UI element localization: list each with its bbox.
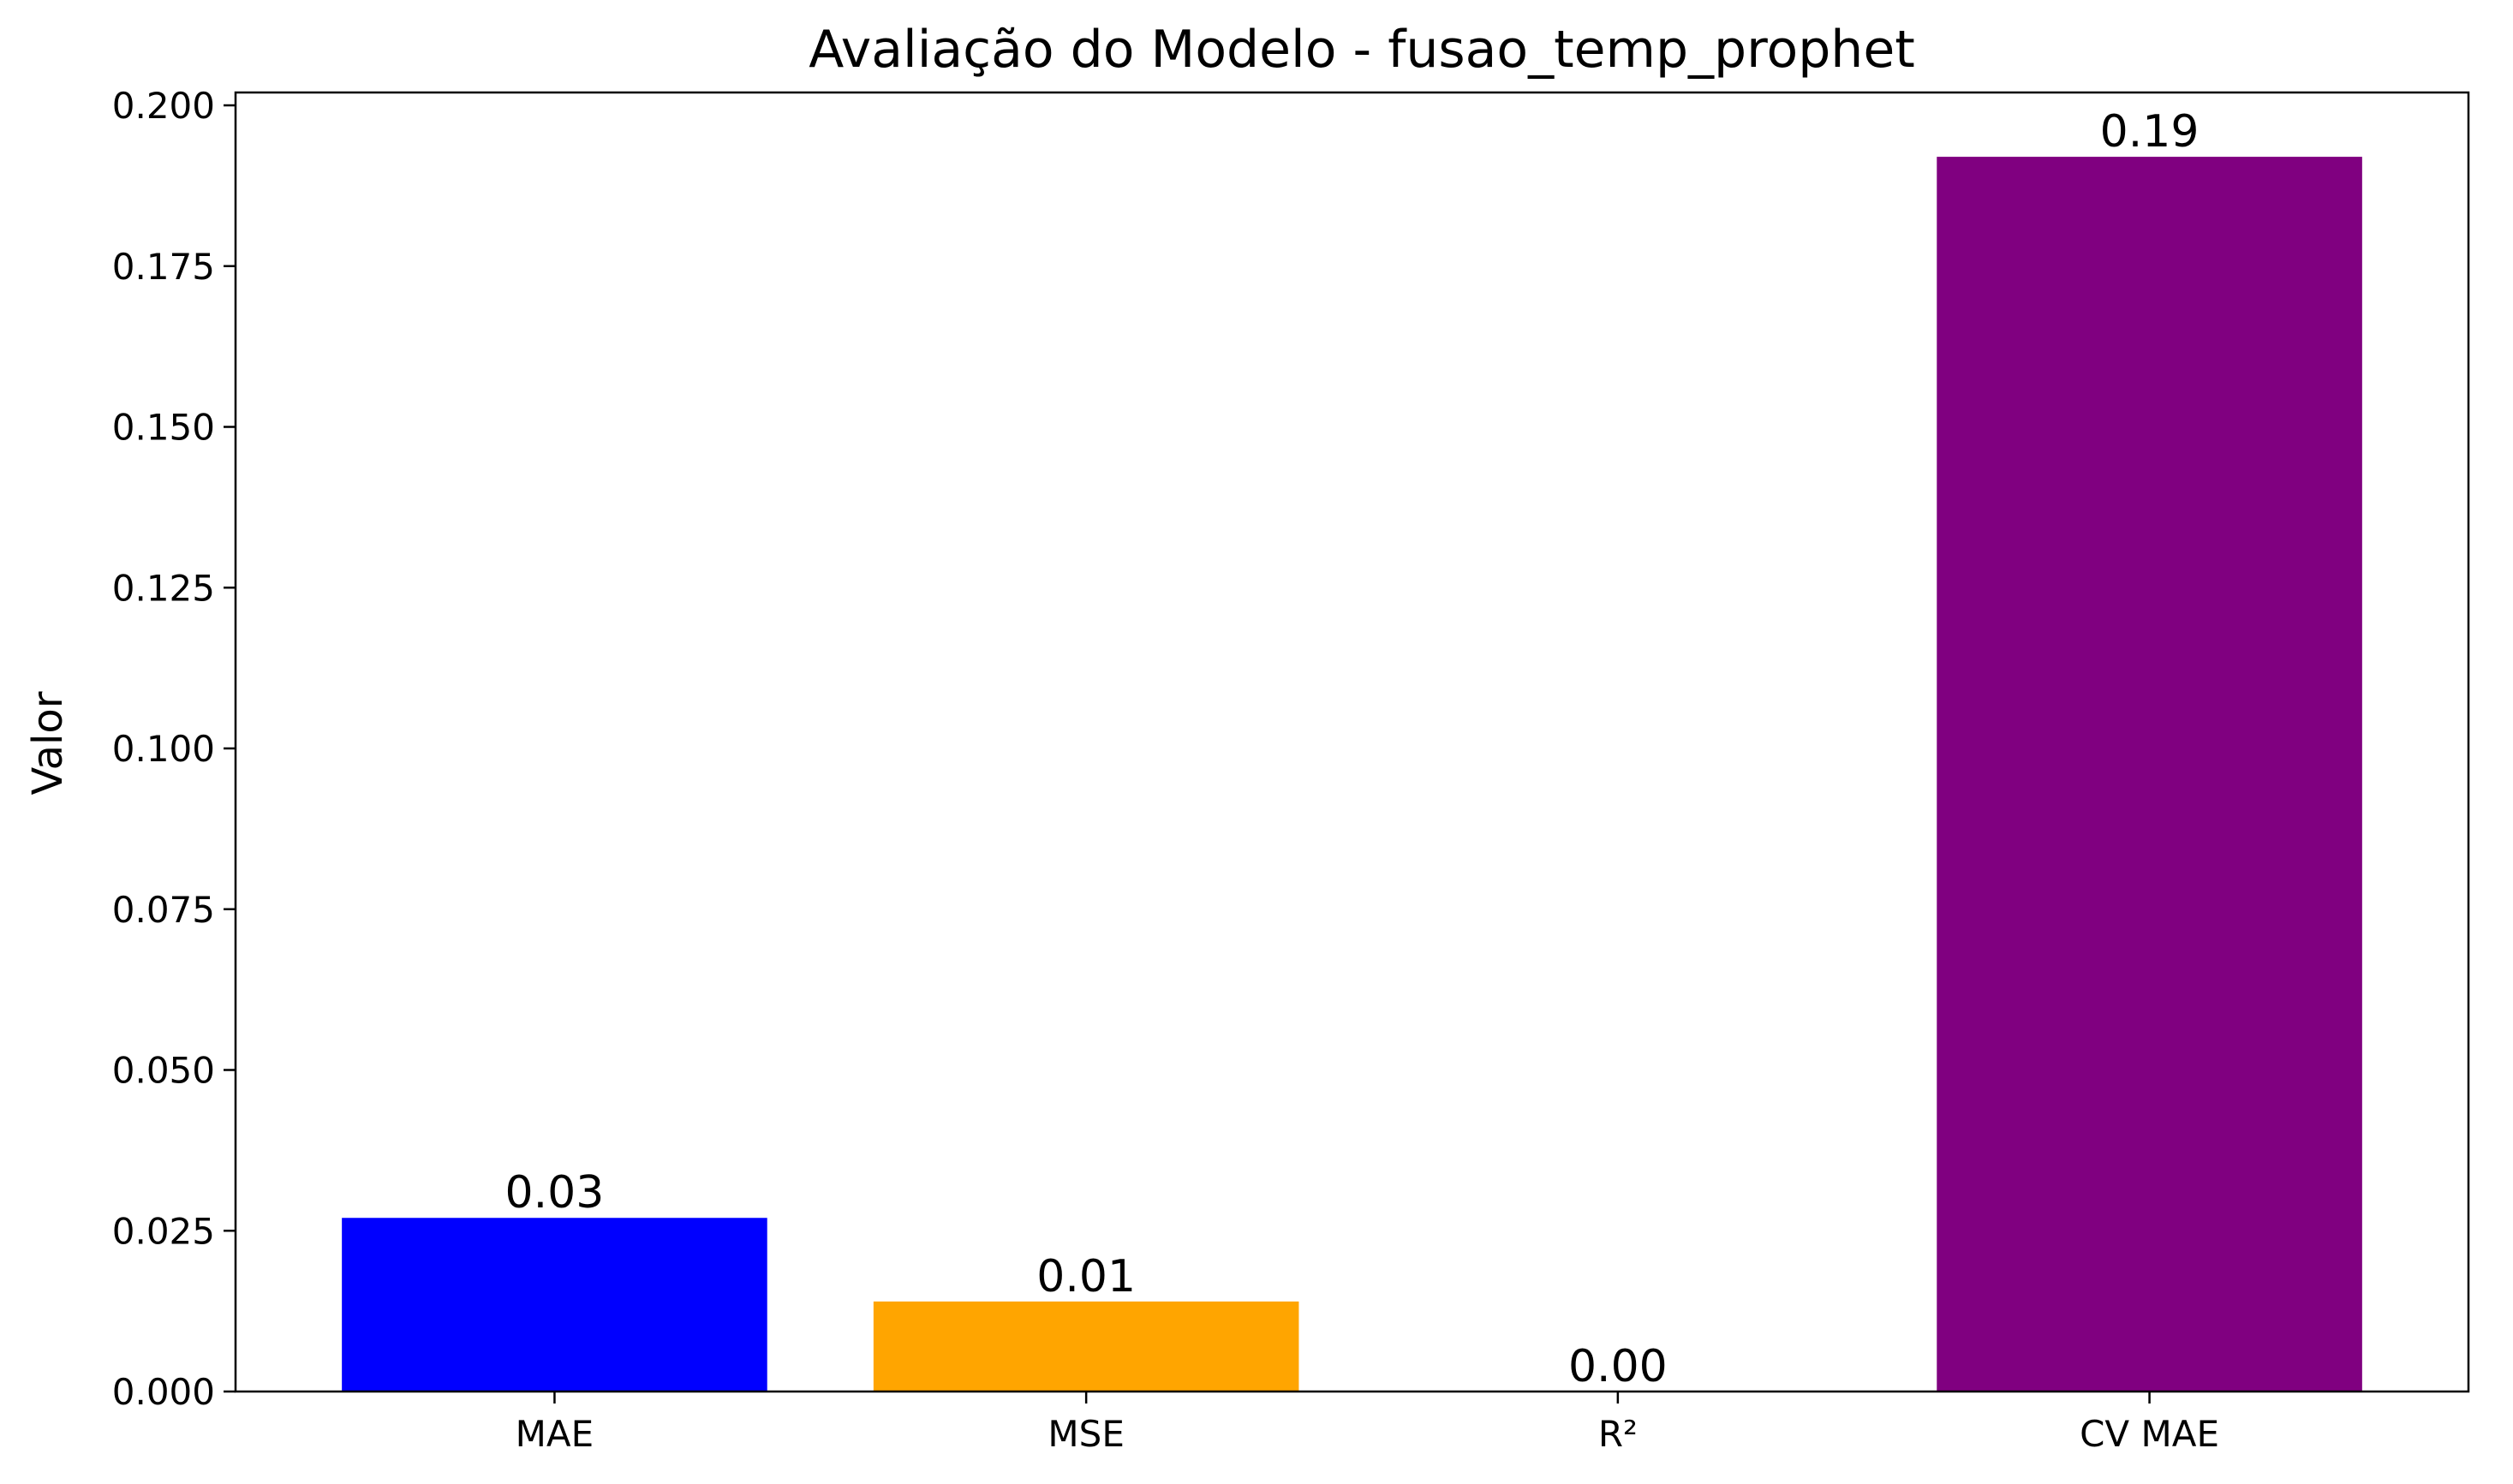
x-tick-label: R² — [1598, 1413, 1638, 1455]
y-tick-label: 0.100 — [112, 728, 215, 770]
bars — [342, 157, 2362, 1392]
x-tick-label: MAE — [516, 1413, 594, 1455]
y-tick-label: 0.000 — [112, 1371, 215, 1413]
bar-mse — [873, 1301, 1299, 1392]
y-tick-label: 0.050 — [112, 1050, 215, 1092]
bar-cv-mae — [1937, 157, 2362, 1392]
y-tick-label: 0.025 — [112, 1210, 215, 1252]
bar-mae — [342, 1218, 767, 1392]
chart-title: Avaliação do Modelo - fusao_temp_prophet — [809, 20, 1915, 80]
plot-area-frame — [234, 91, 2470, 1393]
y-tick-label: 0.175 — [112, 246, 215, 288]
data-label: 0.03 — [505, 1167, 605, 1219]
y-tick-label: 0.150 — [112, 407, 215, 449]
x-tick-label: CV MAE — [2080, 1413, 2219, 1455]
y-axis: 0.000 0.025 0.050 0.075 0.100 0.125 0.150 0.175… — [112, 85, 236, 1413]
y-axis-label: Valor — [24, 691, 72, 795]
data-labels: 0.03 0.01 0.00 0.19 — [505, 106, 2200, 1392]
y-tick-label: 0.200 — [112, 85, 215, 127]
data-label: 0.01 — [1036, 1251, 1136, 1302]
data-label: 0.00 — [1568, 1341, 1668, 1392]
y-tick-label: 0.125 — [112, 567, 215, 609]
y-tick-label: 0.075 — [112, 889, 215, 931]
x-tick-label: MSE — [1048, 1413, 1124, 1455]
data-label: 0.19 — [2100, 106, 2200, 158]
x-axis: MAE MSE R² CV MAE — [516, 1392, 2219, 1455]
